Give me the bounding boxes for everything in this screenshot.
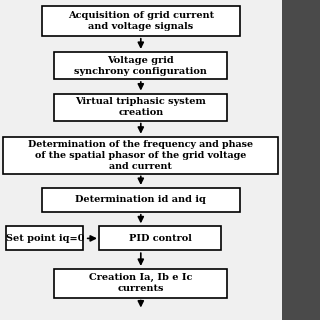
Text: Determination of the frequency and phase
of the spatial phasor of the grid volta: Determination of the frequency and phase… xyxy=(28,140,253,171)
FancyBboxPatch shape xyxy=(99,227,221,250)
Text: Acquisition of grid current
and voltage signals: Acquisition of grid current and voltage … xyxy=(68,11,214,31)
Text: PID control: PID control xyxy=(129,234,191,243)
FancyBboxPatch shape xyxy=(42,188,240,212)
Text: Set point iq=0: Set point iq=0 xyxy=(5,234,84,243)
FancyBboxPatch shape xyxy=(6,227,83,250)
FancyBboxPatch shape xyxy=(54,269,227,298)
Bar xyxy=(282,0,320,320)
FancyBboxPatch shape xyxy=(42,5,240,36)
Text: Creation Ia, Ib e Ic
currents: Creation Ia, Ib e Ic currents xyxy=(89,273,193,293)
FancyBboxPatch shape xyxy=(3,137,278,173)
Text: Determination id and iq: Determination id and iq xyxy=(76,196,206,204)
Text: Virtual triphasic system
creation: Virtual triphasic system creation xyxy=(76,97,206,117)
Text: Voltage grid
synchrony configuration: Voltage grid synchrony configuration xyxy=(74,56,207,76)
FancyBboxPatch shape xyxy=(54,93,227,121)
FancyBboxPatch shape xyxy=(54,52,227,79)
